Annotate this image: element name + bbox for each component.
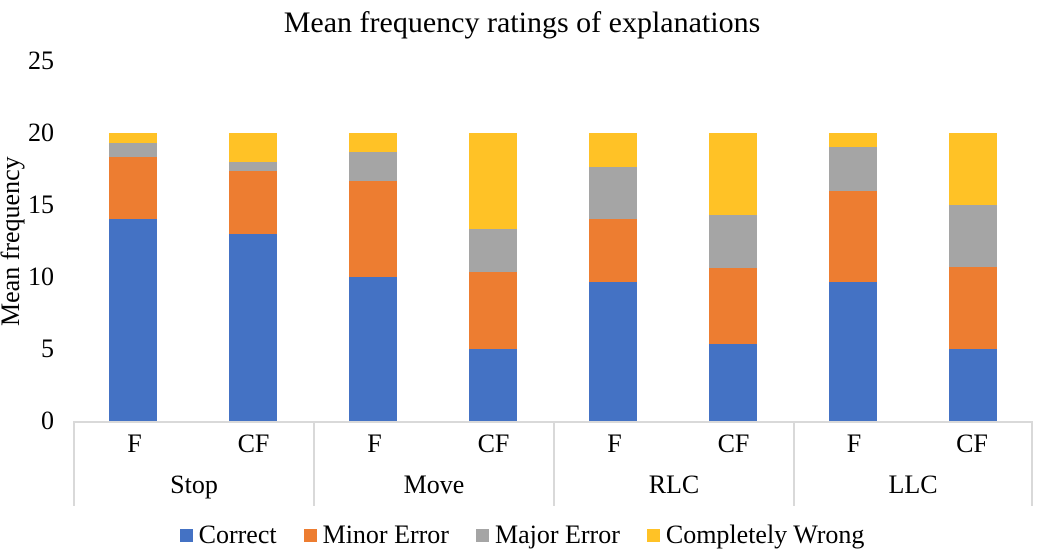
legend: Correct Minor Error Major Error Completely …: [0, 518, 1044, 552]
x-group-label-llc: LLC: [888, 470, 938, 499]
x-axis: F CF Stop F CF Move F CF RLC F CF LLC: [73, 421, 1033, 506]
x-group-label-stop: Stop: [170, 470, 218, 499]
legend-label-correct: Correct: [198, 520, 277, 549]
x-group-label-move: Move: [403, 470, 465, 499]
segment-major-error: [469, 229, 517, 273]
legend-swatch-completely-wrong: [646, 528, 660, 542]
segment-completely-wrong: [829, 133, 877, 148]
segment-major-error: [349, 152, 397, 181]
segment-minor-error: [589, 219, 637, 282]
segment-minor-error: [949, 267, 997, 349]
segment-correct: [829, 281, 877, 421]
segment-minor-error: [829, 190, 877, 282]
x-label-rlc-f: F: [607, 428, 622, 458]
x-label-stop-f: F: [127, 428, 142, 458]
legend-label-completely-wrong: Completely Wrong: [665, 520, 865, 549]
x-sub-row-move: F CF: [315, 423, 553, 464]
segment-minor-error: [109, 157, 157, 220]
segment-correct: [589, 281, 637, 421]
y-tick-label-20: 20: [28, 118, 54, 147]
legend-swatch-correct: [179, 528, 193, 542]
y-tick-label-10: 10: [28, 262, 54, 291]
legend-label-major-error: Major Error: [494, 520, 620, 549]
legend-swatch-minor-error: [303, 528, 317, 542]
x-sub-row-stop: F CF: [75, 423, 313, 464]
x-group-rlc: F CF RLC: [553, 423, 793, 506]
segment-completely-wrong: [229, 133, 277, 162]
bar-llc-cf: [949, 133, 997, 421]
y-axis: 0 5 10 15 20 25: [0, 0, 54, 556]
segment-major-error: [589, 166, 637, 220]
x-label-llc-f: F: [846, 428, 862, 458]
legend-swatch-major-error: [475, 528, 489, 542]
bar-rlc-cf: [709, 133, 757, 421]
segment-minor-error: [349, 180, 397, 277]
x-label-llc-cf: CF: [956, 428, 988, 458]
segment-minor-error: [229, 171, 277, 234]
bar-stop-cf: [229, 133, 277, 421]
plot-area: [73, 61, 1033, 421]
segment-correct: [469, 349, 517, 421]
legend-label-minor-error: Minor Error: [322, 520, 449, 549]
segment-correct: [229, 233, 277, 421]
segment-minor-error: [709, 267, 757, 345]
x-group-label-rlc: RLC: [648, 470, 700, 499]
legend-item-minor-error: Minor Error: [303, 520, 449, 550]
segment-major-error: [829, 147, 877, 191]
x-label-stop-cf: CF: [237, 428, 270, 458]
segment-minor-error: [469, 272, 517, 349]
segment-major-error: [709, 214, 757, 268]
x-sub-row-rlc: F CF: [555, 423, 793, 464]
x-group-move: F CF Move: [313, 423, 553, 506]
x-group-stop: F CF Stop: [73, 423, 313, 506]
x-label-move-f: F: [367, 428, 382, 458]
segment-correct: [109, 219, 157, 421]
legend-item-completely-wrong: Completely Wrong: [646, 520, 865, 550]
y-tick-label-25: 25: [28, 46, 54, 75]
y-tick-label-15: 15: [28, 190, 54, 219]
bar-move-cf: [469, 133, 517, 421]
bar-stop-f: [109, 133, 157, 421]
segment-major-error: [229, 161, 277, 172]
segment-completely-wrong: [469, 133, 517, 230]
y-tick-label-5: 5: [41, 334, 54, 363]
segment-correct: [349, 277, 397, 421]
segment-major-error: [949, 205, 997, 268]
segment-completely-wrong: [709, 133, 757, 215]
chart-title: Mean frequency ratings of explanations: [283, 6, 761, 39]
segment-completely-wrong: [589, 133, 637, 167]
segment-completely-wrong: [349, 133, 397, 153]
x-label-move-cf: CF: [477, 428, 510, 458]
legend-item-major-error: Major Error: [475, 520, 620, 550]
segment-major-error: [109, 142, 157, 158]
x-label-rlc-cf: CF: [717, 428, 750, 458]
segment-completely-wrong: [949, 133, 997, 206]
bar-move-f: [349, 133, 397, 421]
segment-correct: [709, 344, 757, 421]
x-group-llc: F CF LLC: [793, 423, 1033, 506]
x-sub-row-llc: F CF: [795, 423, 1031, 464]
y-tick-label-0: 0: [41, 406, 54, 435]
bar-llc-f: [829, 133, 877, 421]
segment-correct: [949, 349, 997, 421]
bar-rlc-f: [589, 133, 637, 421]
legend-item-correct: Correct: [179, 520, 277, 550]
segment-completely-wrong: [109, 133, 157, 143]
